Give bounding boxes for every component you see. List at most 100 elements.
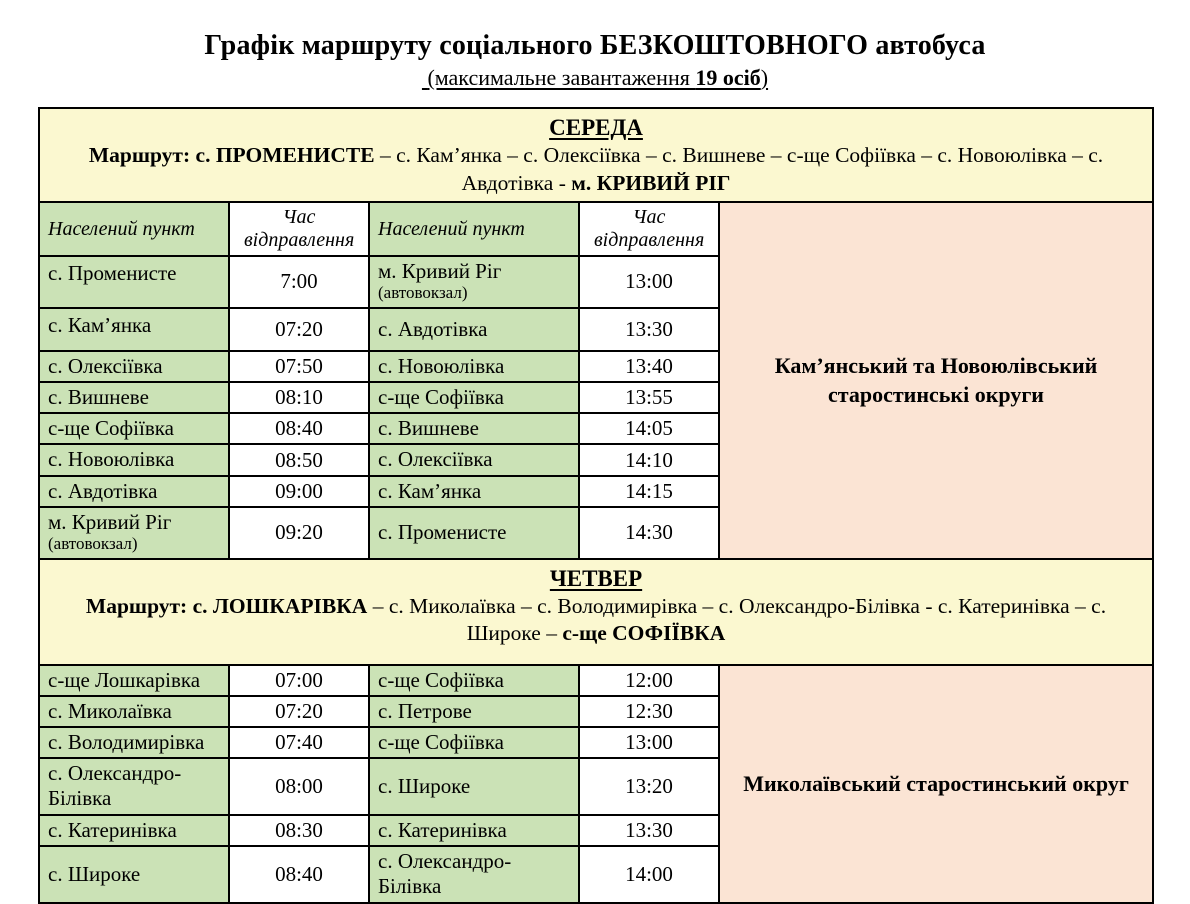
place-note: (автовокзал) xyxy=(378,283,468,303)
time-cell: 07:20 xyxy=(228,694,370,729)
thursday-section-header: ЧЕТВЕР Маршрут: с. ЛОШКАРІВКА – с. Микол… xyxy=(37,557,1155,666)
place-cell: м. Кривий Ріг (автовокзал) xyxy=(368,255,580,309)
place-cell: с. Олександро-Білівка xyxy=(368,844,580,904)
thursday-day-label: ЧЕТВЕР xyxy=(549,565,643,591)
time-cell: 14:30 xyxy=(578,505,720,560)
place-cell: с. Променисте xyxy=(38,255,230,309)
page-title: Графік маршруту соціального БЕЗКОШТОВНОГ… xyxy=(204,30,986,61)
time-cell: 13:55 xyxy=(578,381,720,415)
place-cell: м. Кривий Ріг (автовокзал) xyxy=(38,505,230,560)
time-cell: 08:30 xyxy=(228,813,370,847)
place-cell: с. Олександро-Білівка xyxy=(38,757,230,816)
subtitle-suffix: ) xyxy=(760,65,769,90)
place-cell: с. Вишневе xyxy=(368,412,580,446)
table-row: м. Кривий Ріг (автовокзал) 09:20 с. Проме… xyxy=(38,505,1153,560)
table-row: с. Олександро-Білівка 08:00 с. Широке 13… xyxy=(38,757,1153,816)
table-row: с. Володимирівка 07:40 с-ще Софіївка 13:… xyxy=(38,726,1153,760)
place-name: с. Олексіївка xyxy=(378,447,493,472)
place-cell: с. Новоюлівка xyxy=(368,349,580,384)
place-name: с-ще Софіївка xyxy=(378,385,504,410)
place-cell: с-ще Софіївка xyxy=(368,726,580,760)
table-row: с. Новоюлівка 08:50 с. Олексіївка 14:10 xyxy=(38,443,1153,477)
place-name: с. Кам’янка xyxy=(48,312,152,337)
place-name: с. Володимирівка xyxy=(48,730,205,755)
time-column-header: Час відправлення xyxy=(578,201,720,258)
place-cell: с. Авдотівка xyxy=(38,474,230,508)
time-cell: 13:30 xyxy=(578,306,720,352)
place-cell: с. Вишневе xyxy=(38,381,230,415)
time-cell: 09:00 xyxy=(228,474,370,508)
place-name: с. Катеринівка xyxy=(378,817,507,842)
time-cell: 07:00 xyxy=(228,663,370,697)
place-cell: с. Катеринівка xyxy=(38,813,230,847)
place-cell: с. Широке xyxy=(368,757,580,816)
place-name: с. Миколаївка xyxy=(48,698,172,723)
table-row: с. Авдотівка 09:00 с. Кам’янка 14:15 xyxy=(38,474,1153,508)
time-cell: 13:30 xyxy=(578,813,720,847)
place-name: с. Широке xyxy=(378,773,471,798)
place-cell: с-ще Софіївка xyxy=(38,412,230,446)
time-cell: 13:40 xyxy=(578,349,720,384)
place-name: м. Кривий Ріг xyxy=(48,509,172,534)
place-name: с. Вишневе xyxy=(378,416,479,441)
place-cell: с. Променисте xyxy=(368,505,580,560)
time-cell: 09:20 xyxy=(228,505,370,560)
table-row: с-ще Лошкарівка 07:00 с-ще Софіївка 12:0… xyxy=(38,663,1155,904)
time-cell: 08:40 xyxy=(228,412,370,446)
table-row: с. Олексіївка 07:50 с. Новоюлівка 13:40 xyxy=(38,349,1153,384)
time-cell: 13:20 xyxy=(578,757,720,816)
time-cell: 08:10 xyxy=(228,381,370,415)
time-column-header: Час відправлення xyxy=(228,201,370,258)
place-name: с. Новоюлівка xyxy=(48,447,175,472)
place-name: с. Олександро-Білівка xyxy=(48,761,182,811)
route-stops: – с. Миколаївка – с. Володимирівка – с. … xyxy=(367,593,1107,646)
time-cell: 07:50 xyxy=(228,349,370,384)
place-column-header: Населений пункт xyxy=(368,201,580,258)
time-cell: 08:40 xyxy=(228,844,370,904)
time-cell: 07:20 xyxy=(228,306,370,352)
wednesday-route: Маршрут: с. ПРОМЕНИСТЕ – с. Кам’янка – с… xyxy=(50,142,1142,197)
place-cell: с. Петрове xyxy=(368,694,580,729)
wednesday-section-header: СЕРЕДА Маршрут: с. ПРОМЕНИСТЕ – с. Кам’я… xyxy=(37,106,1155,204)
time-cell: 14:15 xyxy=(578,474,720,508)
place-name: с. Широке xyxy=(48,861,141,886)
place-cell: с-ще Софіївка xyxy=(368,663,580,697)
route-stops: – с. Кам’янка – с. Олексіївка – с. Вишне… xyxy=(374,143,1104,195)
place-name: м. Кривий Ріг xyxy=(378,259,502,284)
place-name: с. Кам’янка xyxy=(378,478,482,503)
place-name: с-ще Софіївка xyxy=(48,416,174,441)
place-cell: с. Широке xyxy=(38,844,230,904)
place-name: с-ще Софіївка xyxy=(378,667,504,692)
place-name: с. Авдотівка xyxy=(48,478,158,503)
table-row: с-ще Софіївка 08:40 с. Вишневе 14:05 xyxy=(38,412,1153,446)
wednesday-day-label: СЕРЕДА xyxy=(549,115,643,140)
wednesday-district-cell: Кам’янський та Новоюлівський старостинсь… xyxy=(717,201,1155,560)
table-row: с. Вишневе 08:10 с-ще Софіївка 13:55 xyxy=(38,381,1153,415)
place-cell: с. Миколаївка xyxy=(38,694,230,729)
time-cell: 12:00 xyxy=(578,663,720,697)
wednesday-section-header-row: СЕРЕДА Маршрут: с. ПРОМЕНИСТЕ – с. Кам’я… xyxy=(37,106,1155,204)
table-row: с. Кам’янка 07:20 с. Авдотівка 13:30 xyxy=(38,306,1153,352)
time-cell: 7:00 xyxy=(228,255,370,309)
place-name: с. Петрове xyxy=(378,698,472,723)
table-row: с. Променисте 7:00 м. Кривий Ріг (автовок… xyxy=(38,255,1153,309)
place-cell: с. Авдотівка xyxy=(368,306,580,352)
route-end: с-ще СОФІЇВКА xyxy=(562,621,726,646)
place-name: с-ще Софіївка xyxy=(378,730,504,755)
bus-schedule-table: СЕРЕДА Маршрут: с. ПРОМЕНИСТЕ – с. Кам’я… xyxy=(37,106,1155,904)
time-cell: 08:50 xyxy=(228,443,370,477)
place-name: с. Променисте xyxy=(48,261,177,286)
place-cell: с. Новоюлівка xyxy=(38,443,230,477)
thursday-route: Маршрут: с. ЛОШКАРІВКА – с. Миколаївка –… xyxy=(50,593,1142,648)
subtitle-prefix: (максимальне завантаження xyxy=(427,65,696,90)
place-cell: с. Олексіївка xyxy=(368,443,580,477)
place-name: с. Олексіївка xyxy=(48,353,163,378)
place-cell: с. Катеринівка xyxy=(368,813,580,847)
table-row: с. Катеринівка 08:30 с. Катеринівка 13:3… xyxy=(38,813,1153,847)
route-start: Маршрут: с. ЛОШКАРІВКА xyxy=(85,593,368,618)
time-cell: 12:30 xyxy=(578,694,720,729)
route-start: Маршрут: с. ПРОМЕНИСТЕ xyxy=(88,143,375,167)
time-cell: 07:40 xyxy=(228,726,370,760)
place-name: с. Олександро-Білівка xyxy=(378,849,512,899)
table-row: с. Миколаївка 07:20 с. Петрове 12:30 xyxy=(38,694,1153,729)
